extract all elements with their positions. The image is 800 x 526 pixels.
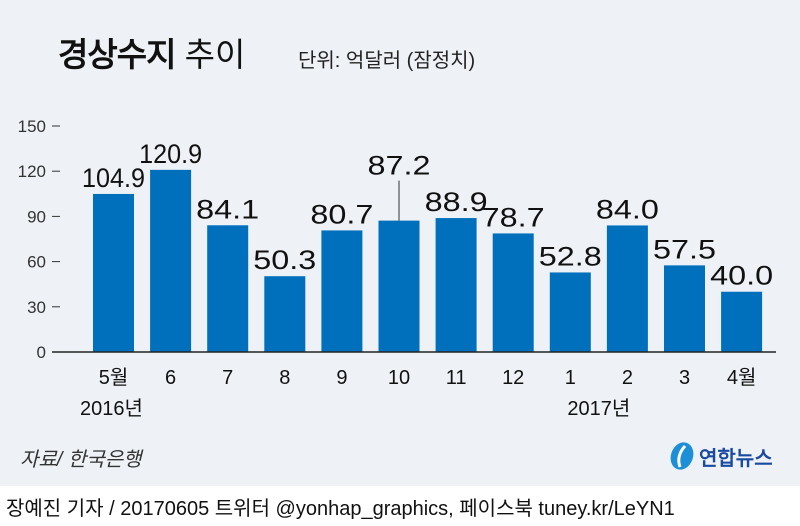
bar — [207, 225, 249, 352]
title-light: 추이 — [184, 36, 246, 73]
bar-chart: 0 30 60 90 120 150 104.9 5월 120.9 6 84.1 7 50.3 8 80.7… — [18, 117, 776, 420]
bar — [492, 233, 534, 352]
value-label: 120.9 — [139, 139, 202, 169]
bar — [321, 230, 363, 352]
value-label: 78.7 — [482, 202, 545, 232]
credit-line: 장예진 기자 / 20170605 트위터 @yonhap_graphics, … — [6, 498, 675, 520]
bar — [378, 220, 420, 352]
x-tick-label: 3 — [679, 367, 690, 389]
source-label: 자료/ 한국은행 — [20, 449, 142, 471]
y-tick-label: 150 — [18, 117, 46, 136]
x-tick-label: 1 — [565, 367, 576, 389]
value-label: 84.0 — [596, 194, 659, 224]
value-label: 50.3 — [253, 245, 316, 275]
bar — [150, 169, 192, 352]
bar — [606, 225, 648, 352]
x-tick-label: 8 — [279, 367, 290, 389]
x-tick-label: 7 — [222, 367, 233, 389]
year-label: 2016년 — [80, 397, 143, 420]
x-tick-label: 6 — [165, 367, 176, 389]
x-tick-label: 12 — [502, 367, 524, 389]
value-label: 52.8 — [539, 241, 602, 271]
bar — [664, 265, 705, 352]
bar — [93, 193, 134, 352]
bar — [549, 272, 591, 352]
yonhap-logo-icon — [670, 442, 694, 470]
yonhap-logo: 연합뉴스 — [668, 440, 773, 472]
x-tick-label: 9 — [336, 367, 347, 389]
x-tick-label: 4월 — [727, 366, 757, 389]
y-tick-label: 60 — [27, 253, 46, 272]
year-label: 2017년 — [567, 397, 630, 420]
bar — [264, 276, 306, 352]
logo-text: 연합뉴스 — [699, 447, 773, 470]
chart-title: 경상수지 추이 — [58, 28, 245, 76]
bar — [721, 291, 763, 352]
value-label: 80.7 — [310, 199, 373, 229]
y-tick-label: 90 — [27, 207, 46, 226]
y-tick-label: 120 — [18, 162, 46, 181]
value-label: 40.0 — [710, 261, 773, 291]
title-bold: 경상수지 — [58, 36, 176, 73]
unit-label: 단위: 억달러 (잠정치) — [298, 50, 476, 72]
x-tick-label: 11 — [446, 367, 467, 389]
x-tick-label: 2 — [622, 367, 633, 389]
value-label: 84.1 — [196, 194, 259, 224]
y-tick-label: 0 — [37, 343, 46, 362]
value-label: 88.9 — [425, 187, 488, 217]
value-label: 87.2 — [368, 151, 431, 181]
x-tick-label: 5월 — [99, 366, 129, 389]
x-tick-label: 10 — [388, 367, 410, 389]
value-label: 57.5 — [653, 234, 716, 264]
y-tick-label: 30 — [27, 298, 46, 317]
bar — [435, 218, 477, 352]
value-label: 104.9 — [82, 163, 145, 193]
